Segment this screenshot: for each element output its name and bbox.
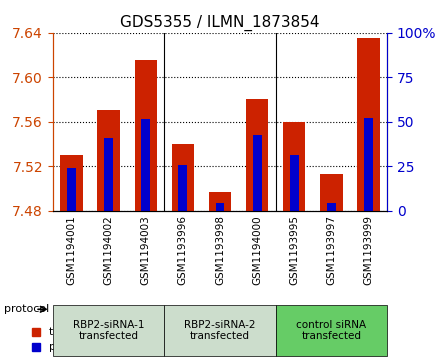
- Bar: [178, 165, 187, 211]
- Bar: [141, 119, 150, 211]
- Bar: [253, 135, 262, 211]
- Text: protocol: protocol: [4, 303, 50, 314]
- Text: RBP2-siRNA-1
transfected: RBP2-siRNA-1 transfected: [73, 319, 144, 341]
- Bar: [172, 144, 194, 211]
- Text: control siRNA
transfected: control siRNA transfected: [297, 319, 367, 341]
- Bar: [246, 99, 268, 211]
- Bar: [104, 138, 113, 211]
- Bar: [60, 155, 83, 211]
- Bar: [290, 155, 299, 211]
- Title: GDS5355 / ILMN_1873854: GDS5355 / ILMN_1873854: [120, 15, 320, 31]
- Bar: [320, 174, 343, 211]
- Bar: [216, 203, 224, 211]
- Bar: [209, 192, 231, 211]
- Bar: [97, 110, 120, 211]
- Bar: [67, 168, 76, 211]
- Bar: [283, 122, 305, 211]
- Bar: [364, 118, 373, 211]
- Bar: [135, 61, 157, 211]
- Text: RBP2-siRNA-2
transfected: RBP2-siRNA-2 transfected: [184, 319, 256, 341]
- Legend: transformed count, percentile rank within the sample: transformed count, percentile rank withi…: [28, 323, 229, 356]
- Bar: [357, 38, 380, 211]
- Bar: [327, 203, 336, 211]
